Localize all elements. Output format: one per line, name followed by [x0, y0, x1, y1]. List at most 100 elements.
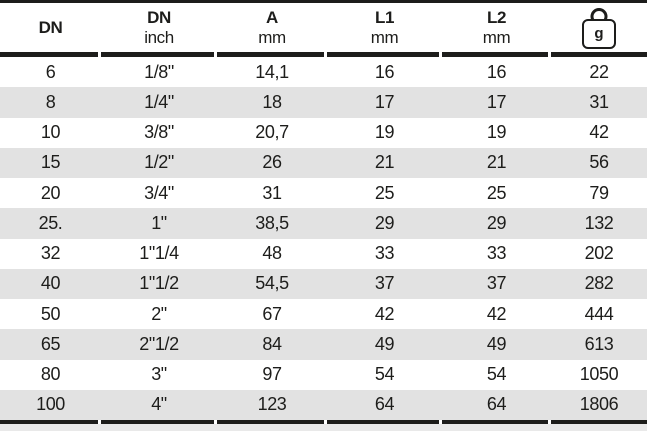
column-header-dn: DN [0, 18, 101, 37]
column-header-a-mm: A mm [217, 8, 327, 46]
table-cell: 1/8" [144, 61, 174, 82]
weight-unit-label: g [594, 25, 604, 42]
table-cell: 3" [151, 364, 167, 385]
table-cell: 20,7 [255, 122, 289, 143]
column-label: A [266, 8, 278, 28]
table-cell: 42 [589, 122, 609, 143]
table-cell: 21 [374, 152, 395, 173]
column-unit: inch [144, 27, 174, 47]
table-cell: 18 [262, 91, 282, 112]
table-row: 15 1/2" 26 21 21 56 [0, 147, 647, 178]
table-cell: 1"1/4 [139, 243, 179, 264]
column-label: DN [38, 17, 63, 37]
table-cell: 19 [486, 122, 507, 143]
column-label: L2 [486, 8, 507, 28]
table-cell: 84 [262, 333, 282, 354]
table-cell: 31 [262, 182, 282, 203]
table-cell: 42 [486, 303, 507, 324]
table-cell: 16 [374, 61, 395, 82]
table-cell: 17 [486, 91, 507, 112]
table-row: 10 3/8" 20,7 19 19 42 [0, 118, 647, 148]
table-cell: 17 [374, 91, 395, 112]
column-label: L1 [374, 8, 395, 28]
table-cell: 54 [374, 364, 395, 385]
table-cell: 613 [584, 333, 614, 354]
table-cell: 50 [40, 303, 61, 324]
table-cell: 37 [374, 273, 395, 294]
table-cell: 444 [584, 303, 614, 324]
table-header: DN DN inch A mm L1 mm L2 mm g [0, 3, 647, 52]
table-cell: 1/2" [144, 152, 174, 173]
table-cell: 26 [262, 152, 282, 173]
table-cell: 64 [486, 394, 507, 415]
table-cell: 32 [40, 243, 61, 264]
table-row: 50 2" 67 42 42 444 [0, 299, 647, 329]
table-row: 32 1"1/4 48 33 33 202 [0, 239, 647, 269]
table-row: 65 2"1/2 84 49 49 613 [0, 329, 647, 360]
bottom-margin-strip [0, 424, 647, 431]
table-cell: 54,5 [255, 273, 289, 294]
table-cell: 282 [584, 273, 614, 294]
table-cell: 1" [151, 212, 167, 233]
table-cell: 21 [486, 152, 507, 173]
table-cell: 67 [262, 303, 282, 324]
table-cell: 56 [589, 152, 609, 173]
column-label: DN [147, 8, 171, 28]
table-cell: 20 [40, 182, 61, 203]
table-cell: 25. [38, 212, 63, 233]
table-cell: 1/4" [144, 91, 174, 112]
table-cell: 4" [151, 394, 167, 415]
table-cell: 1050 [579, 364, 619, 385]
table-row: 40 1"1/2 54,5 37 37 282 [0, 268, 647, 299]
table-cell: 37 [486, 273, 507, 294]
table-body: 6 1/8" 14,1 16 16 22 8 1/4" 18 17 17 31 10 3/8" 20,7 19… [0, 57, 647, 420]
column-header-l1-mm: L1 mm [327, 8, 442, 46]
table-top-rule [0, 0, 647, 3]
weight-icon-body: g [582, 18, 616, 49]
table-row: 100 4" 123 64 64 1806 [0, 389, 647, 420]
table-row: 20 3/4" 31 25 25 79 [0, 178, 647, 208]
column-unit: mm [370, 27, 399, 47]
table-cell: 97 [262, 364, 282, 385]
weight-icon: g [582, 7, 616, 50]
table-cell: 29 [486, 212, 507, 233]
table-cell: 49 [374, 333, 395, 354]
column-header-l2-mm: L2 mm [442, 8, 551, 46]
table-cell: 6 [45, 61, 56, 82]
table-cell: 1"1/2 [139, 273, 179, 294]
table-cell: 80 [40, 364, 61, 385]
table-cell: 3/8" [144, 122, 174, 143]
table-cell: 40 [40, 273, 61, 294]
column-unit: mm [482, 27, 511, 47]
table-cell: 64 [374, 394, 395, 415]
table-row: 6 1/8" 14,1 16 16 22 [0, 57, 647, 87]
table-cell: 29 [374, 212, 395, 233]
table-cell: 2"1/2 [139, 333, 179, 354]
table-row: 25. 1" 38,5 29 29 132 [0, 208, 647, 239]
table-cell: 25 [486, 182, 507, 203]
table-cell: 49 [486, 333, 507, 354]
table-cell: 3/4" [144, 182, 174, 203]
table-cell: 8 [45, 91, 56, 112]
table-cell: 2" [151, 303, 167, 324]
table-cell: 79 [589, 182, 609, 203]
header-underline-rule [0, 52, 647, 57]
table-cell: 132 [584, 212, 614, 233]
table-cell: 10 [40, 122, 61, 143]
table-cell: 33 [374, 243, 395, 264]
table-cell: 123 [257, 394, 287, 415]
table-cell: 19 [374, 122, 395, 143]
table-cell: 31 [589, 91, 609, 112]
table-cell: 54 [486, 364, 507, 385]
table-cell: 25 [374, 182, 395, 203]
table-cell: 14,1 [255, 61, 289, 82]
table-cell: 48 [262, 243, 282, 264]
column-header-dn-inch: DN inch [101, 8, 217, 46]
table-bottom-rule [0, 420, 647, 424]
table-cell: 22 [589, 61, 609, 82]
table-cell: 65 [40, 333, 61, 354]
table-row: 8 1/4" 18 17 17 31 [0, 87, 647, 118]
table-cell: 15 [40, 152, 61, 173]
column-header-weight: g [551, 6, 647, 50]
